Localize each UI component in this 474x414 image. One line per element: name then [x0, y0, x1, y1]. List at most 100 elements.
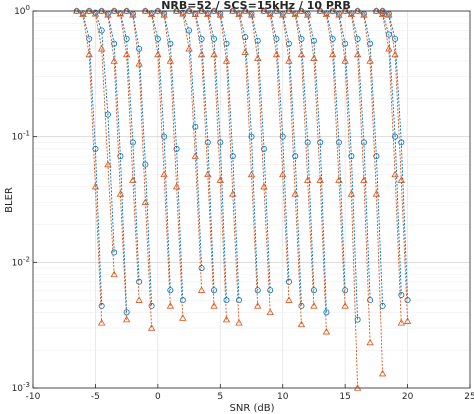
- data-point-triangle: [160, 170, 168, 178]
- data-point-circle: [136, 45, 143, 52]
- data-point-triangle: [91, 9, 100, 17]
- data-point-triangle: [266, 10, 274, 18]
- series-line: [188, 10, 215, 306]
- data-point-triangle: [322, 10, 331, 18]
- data-point-circle: [98, 27, 105, 34]
- data-point-circle: [285, 278, 292, 285]
- data-point-triangle: [391, 170, 399, 178]
- series-line: [232, 10, 259, 291]
- series-2-curve: [260, 7, 293, 303]
- data-point-triangle: [129, 11, 137, 18]
- series-line: [376, 10, 402, 323]
- series-line: [276, 10, 302, 306]
- plot-frame: [32, 10, 471, 389]
- data-point-circle: [136, 278, 143, 285]
- series-line: [101, 10, 128, 313]
- series-line: [232, 10, 259, 306]
- data-point-triangle: [97, 319, 106, 326]
- data-point-triangle: [297, 320, 306, 328]
- data-point-triangle: [360, 11, 368, 18]
- data-point-triangle: [179, 314, 187, 321]
- data-point-circle: [229, 153, 236, 160]
- series-2-curve: [372, 7, 406, 326]
- series-1-curve: [354, 7, 386, 309]
- data-point-triangle: [104, 11, 112, 18]
- data-point-triangle: [179, 9, 187, 17]
- data-point-triangle: [385, 11, 393, 18]
- data-point-triangle: [110, 270, 118, 278]
- data-point-circle: [217, 139, 224, 146]
- series-2-curve: [210, 7, 243, 326]
- grid: [32, 10, 471, 389]
- series-line: [245, 10, 271, 313]
- data-point-triangle: [378, 369, 387, 377]
- data-point-triangle: [347, 10, 356, 18]
- data-point-triangle: [254, 302, 262, 309]
- x-tick-label: -10: [26, 392, 41, 402]
- series-line: [176, 10, 203, 291]
- x-tick-label: 15: [339, 392, 350, 402]
- series-1-curve: [373, 7, 405, 298]
- data-point-triangle: [322, 328, 331, 335]
- series-1-curve: [123, 7, 155, 309]
- series-line: [301, 10, 327, 332]
- data-point-circle: [98, 302, 105, 309]
- data-point-triangle: [297, 50, 306, 58]
- series-2-curve: [285, 7, 318, 309]
- data-point-circle: [198, 265, 205, 272]
- data-point-triangle: [204, 10, 212, 18]
- data-point-circle: [242, 34, 249, 41]
- y-tick-label: 100: [14, 4, 30, 17]
- series-line: [126, 10, 153, 306]
- data-point-triangle: [216, 176, 224, 183]
- series-line: [76, 10, 103, 323]
- y-tick-label: 10-3: [12, 381, 30, 394]
- data-point-triangle: [366, 338, 374, 346]
- data-point-triangle: [254, 54, 262, 61]
- data-point-triangle: [403, 317, 412, 324]
- series-line: [357, 10, 384, 374]
- data-point-triangle: [91, 182, 100, 190]
- data-point-circle: [298, 302, 305, 309]
- data-point-circle: [167, 287, 174, 294]
- series-2-curve: [73, 7, 106, 326]
- data-point-triangle: [291, 190, 299, 197]
- data-point-circle: [404, 297, 411, 304]
- data-point-circle: [360, 139, 367, 146]
- data-point-triangle: [229, 190, 237, 197]
- series-line: [89, 10, 115, 275]
- data-point-circle: [161, 133, 168, 140]
- data-point-circle: [204, 139, 211, 146]
- data-point-triangle: [160, 11, 168, 18]
- data-point-circle: [117, 153, 124, 160]
- series-2-curve: [185, 7, 218, 309]
- data-point-circle: [335, 139, 342, 146]
- data-point-triangle: [191, 10, 200, 18]
- data-point-circle: [392, 133, 399, 140]
- data-point-triangle: [285, 296, 293, 303]
- series-line: [332, 10, 359, 389]
- data-point-circle: [104, 111, 111, 118]
- data-point-triangle: [366, 57, 374, 64]
- series-line: [344, 10, 371, 301]
- series-line: [245, 10, 271, 291]
- x-tick-label: 5: [217, 392, 223, 402]
- data-point-circle: [398, 291, 405, 298]
- series-1-curve: [229, 7, 261, 294]
- series-2-curve: [316, 7, 349, 309]
- series-line: [201, 10, 227, 301]
- data-point-circle: [111, 249, 118, 256]
- series-line: [176, 10, 203, 269]
- data-point-triangle: [303, 11, 312, 18]
- chart-title: NRB=52 / SCS=15kHz / 10 PRB: [161, 0, 351, 12]
- series-line: [382, 10, 409, 322]
- data-point-triangle: [328, 50, 337, 58]
- data-point-triangle: [347, 190, 356, 197]
- data-point-triangle: [104, 160, 112, 168]
- data-point-triangle: [372, 190, 381, 197]
- series-1-curve: [379, 7, 411, 304]
- data-point-circle: [367, 297, 374, 304]
- series-line: [145, 10, 171, 291]
- data-point-circle: [342, 287, 349, 294]
- x-tick-label: -5: [91, 392, 100, 402]
